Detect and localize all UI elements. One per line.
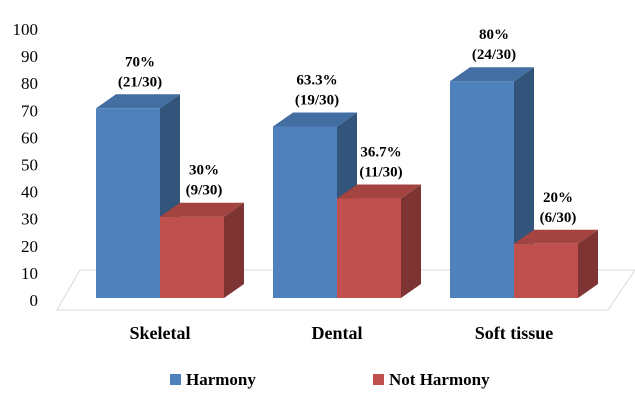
legend-item: Not Harmony [373,370,490,389]
legend-swatch [170,374,181,385]
y-tick-label: 0 [30,291,39,310]
y-tick-label: 30 [21,210,38,229]
bar-front [160,216,224,298]
y-tick-label: 10 [21,264,38,283]
y-tick-label: 50 [21,156,38,175]
bar-top [96,94,180,109]
bar-front [96,108,160,298]
bar-top [160,202,244,217]
category-label: Skeletal [130,323,191,343]
data-label: 20% [543,190,573,206]
data-label: 36.7% [360,145,401,161]
y-tick-label: 90 [21,47,38,66]
data-label: 63.3% [296,72,337,88]
category-axis: Skeletal Dental Soft tissue [130,323,554,343]
bar-side [224,202,244,298]
legend-label: Not Harmony [389,370,490,389]
y-tick-label: 80 [21,74,38,93]
y-axis: 0 10 20 30 40 50 60 70 80 90 100 [13,20,39,310]
bar-side [578,229,598,298]
bars-layer [96,67,598,298]
category-label: Dental [312,323,363,343]
data-label: (21/30) [118,74,162,90]
y-tick-label: 20 [21,237,38,256]
legend-label: Harmony [186,370,256,389]
y-tick-label: 60 [21,128,38,147]
bar [160,202,244,298]
data-label: (6/30) [540,210,577,226]
data-label: 80% [479,27,509,43]
bar [337,184,421,298]
data-labels-layer: 70% (21/30) 30% (9/30) 63.3% (19/30) 36.7% (11/… [118,27,576,226]
bar-front [273,126,337,298]
bar-front [514,243,578,298]
legend-item: Harmony [170,370,256,389]
y-tick-label: 70 [21,101,38,120]
legend-swatch [373,374,384,385]
y-tick-label: 40 [21,183,38,202]
bar-front [337,198,401,298]
legend: Harmony Not Harmony [170,370,490,389]
data-label: 70% [125,54,155,70]
data-label: 30% [189,163,219,179]
bar-top [337,184,421,199]
data-label: (9/30) [186,183,223,199]
bar-top [273,112,357,127]
bar [514,229,598,298]
data-label: (24/30) [472,47,516,63]
data-label: (11/30) [359,165,402,181]
category-label: Soft tissue [475,323,554,343]
bar-top [450,67,534,82]
bar-side [401,184,421,298]
bar-top [514,229,598,244]
bar-front [450,81,514,298]
y-tick-label: 100 [13,20,39,39]
data-label: (19/30) [295,92,339,108]
